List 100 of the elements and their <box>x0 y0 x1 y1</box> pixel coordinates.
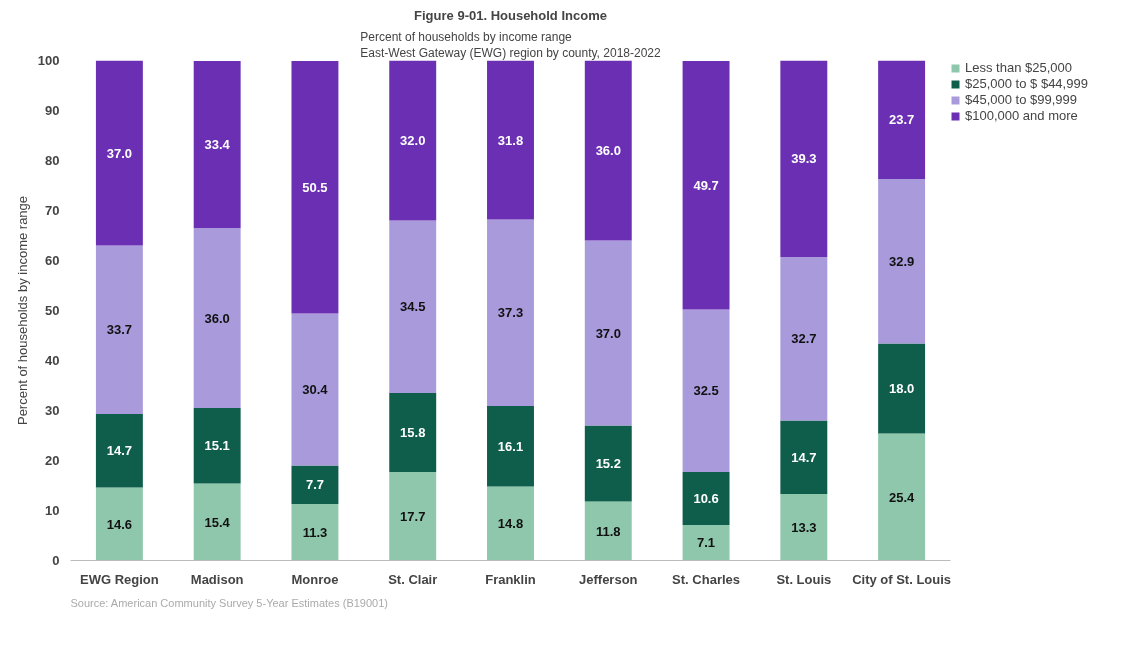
data-label: 50.5 <box>302 179 328 195</box>
bar <box>95 487 143 561</box>
bar <box>584 501 632 561</box>
legend-label: Less than $25,000 <box>965 60 1072 75</box>
y-tick-label: 100 <box>37 53 60 68</box>
data-label: 15.8 <box>400 425 426 440</box>
bar <box>487 219 534 406</box>
bar <box>291 61 339 314</box>
bar <box>487 60 534 220</box>
data-label: 39.3 <box>791 151 817 167</box>
data-label: 37.0 <box>106 145 133 161</box>
data-label: 37.3 <box>497 305 524 321</box>
bar <box>389 220 437 393</box>
bar <box>291 313 339 466</box>
bar <box>584 240 632 426</box>
data-label: 14.8 <box>497 516 524 531</box>
bar <box>878 60 926 179</box>
data-label: 25.4 <box>888 489 916 505</box>
data-label: 34.5 <box>400 299 426 315</box>
bar <box>682 61 730 310</box>
bar <box>780 420 828 494</box>
data-label: 33.7 <box>106 322 133 338</box>
data-label: 33.4 <box>204 137 231 152</box>
data-label: 13.3 <box>791 519 817 535</box>
data-label: 10.6 <box>693 491 719 506</box>
data-label: 14.6 <box>106 516 133 532</box>
data-label: 15.4 <box>204 514 231 530</box>
chart-title: Figure 9-01. Household Income <box>414 7 607 23</box>
bar <box>193 228 241 408</box>
bar <box>389 472 437 561</box>
data-label: 23.7 <box>888 112 915 128</box>
bar <box>487 486 534 561</box>
data-label: 16.1 <box>497 438 524 454</box>
bar <box>682 472 730 525</box>
bar <box>193 408 241 484</box>
x-tick-label: City of St. Louis <box>852 571 952 587</box>
y-tick-label: 10 <box>45 503 60 518</box>
bar <box>487 406 534 487</box>
bar <box>878 433 926 561</box>
source-note: Source: American Community Survey 5-Year Estimates (B19001) <box>70 596 389 609</box>
y-tick-label: 60 <box>45 253 60 268</box>
data-label: 14.7 <box>106 443 133 459</box>
data-label: 15.2 <box>595 456 621 471</box>
data-label: 11.8 <box>595 523 621 539</box>
x-tick-label: Jefferson <box>579 571 638 587</box>
bar <box>389 60 437 221</box>
y-tick-label: 40 <box>45 353 60 368</box>
y-tick-label: 50 <box>45 303 60 318</box>
bar <box>780 494 828 561</box>
x-tick-label: EWG Region <box>80 571 159 587</box>
x-tick-label: Franklin <box>485 571 536 587</box>
y-tick-label: 30 <box>45 403 60 418</box>
bar <box>584 425 632 502</box>
bar <box>95 245 143 414</box>
data-label: 49.7 <box>693 177 719 193</box>
bar <box>584 60 632 241</box>
legend-label: $45,000 to $99,999 <box>965 92 1078 107</box>
legend-label: $100,000 and more <box>965 108 1078 123</box>
data-label: 32.7 <box>791 331 817 347</box>
y-tick-label: 80 <box>45 153 60 168</box>
x-tick-label: Monroe <box>291 571 339 587</box>
bar <box>193 483 241 561</box>
y-tick-label: 0 <box>52 553 60 568</box>
bar <box>291 504 339 561</box>
x-tick-label: St. Charles <box>672 571 741 587</box>
data-label: 30.4 <box>302 382 329 397</box>
x-tick-label: St. Louis <box>776 571 832 587</box>
data-label: 32.9 <box>888 253 915 269</box>
data-label: 7.7 <box>305 477 324 493</box>
data-label: 32.5 <box>693 383 719 399</box>
y-tick-label: 20 <box>45 453 60 468</box>
bar <box>389 393 437 472</box>
bar <box>193 61 241 228</box>
data-label: 18.0 <box>888 381 915 396</box>
bar <box>682 525 730 561</box>
bar <box>878 343 926 434</box>
bar <box>682 309 730 472</box>
bar <box>95 60 143 246</box>
data-label: 15.1 <box>204 438 230 454</box>
data-label: 7.1 <box>697 535 716 551</box>
data-label: 31.8 <box>497 132 524 148</box>
x-tick-label: St. Clair <box>388 571 438 587</box>
data-label: 14.7 <box>791 449 817 465</box>
bar <box>95 414 143 488</box>
legend-label: $25,000 to $ $44,999 <box>965 76 1088 91</box>
y-tick-label: 70 <box>45 203 60 218</box>
bar <box>780 60 828 257</box>
data-label: 37.0 <box>595 325 621 341</box>
x-tick-label: Madison <box>190 571 244 587</box>
bar <box>878 179 926 344</box>
data-label: 17.7 <box>400 508 426 524</box>
y-axis-title: Percent of households by income range <box>14 195 30 426</box>
bar <box>291 465 339 504</box>
chart-subtitle: Percent of households by income range East-West Gateway (EWG) region by county, 2018-2022 <box>360 29 661 61</box>
data-label: 36.0 <box>595 143 621 158</box>
data-label: 36.0 <box>204 310 230 326</box>
data-label: 32.0 <box>400 133 426 148</box>
bar <box>780 257 828 421</box>
data-label: 11.3 <box>302 524 328 540</box>
y-tick-label: 90 <box>45 103 60 118</box>
